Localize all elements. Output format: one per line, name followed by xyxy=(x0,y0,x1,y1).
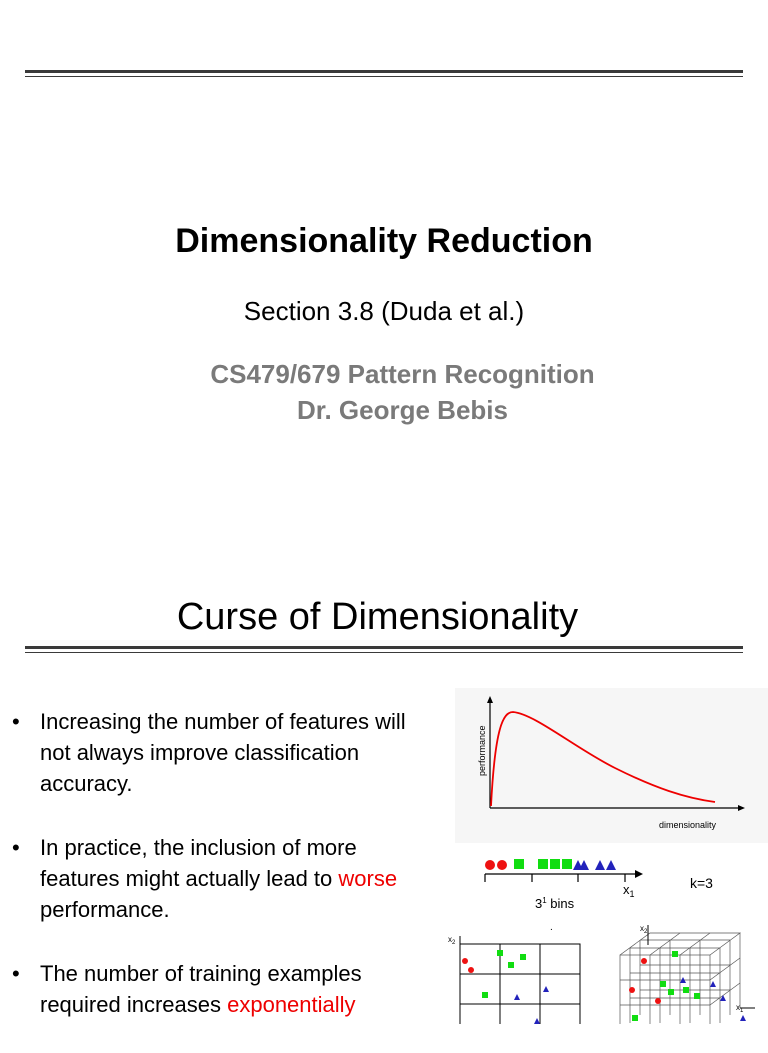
bullet-marker: • xyxy=(12,709,20,734)
green-square xyxy=(562,859,572,869)
top-divider xyxy=(25,70,743,77)
section-title: Curse of Dimensionality xyxy=(176,596,579,638)
bins-label: 31 bins xyxy=(535,896,575,911)
green-square xyxy=(482,992,488,998)
green-square xyxy=(508,962,514,968)
course-info: CS479/679 Pattern Recognition Dr. George… xyxy=(0,356,768,428)
red-dot xyxy=(655,998,661,1004)
blue-triangle xyxy=(514,994,520,1000)
blue-triangle xyxy=(720,995,726,1001)
instructor-name: Dr. George Bebis xyxy=(297,395,508,425)
x1-label: x1 xyxy=(623,882,635,899)
slide-title: Dimensionality Reduction xyxy=(175,222,593,260)
bullet-list: • Increasing the number of features will… xyxy=(8,706,438,1053)
green-square xyxy=(632,1015,638,1021)
red-dot xyxy=(497,860,507,870)
green-square xyxy=(660,981,666,987)
bullet-item: • Increasing the number of features will… xyxy=(8,706,438,799)
grid-2d-border xyxy=(459,943,581,1024)
blue-triangle xyxy=(710,981,716,987)
grid-marker: . xyxy=(550,922,553,933)
red-dot xyxy=(629,987,635,993)
slide-subtitle: Section 3.8 (Duda et al.) xyxy=(243,296,525,326)
green-square xyxy=(514,859,524,869)
x1-arrow xyxy=(635,870,643,878)
bullet-item: • The number of training examples requir… xyxy=(8,958,438,1020)
green-square xyxy=(520,954,526,960)
three-d-grid-figure: x2 x1 xyxy=(619,924,755,1024)
bullet-marker: • xyxy=(12,835,20,860)
bullet-item: • In practice, the inclusion of more fea… xyxy=(8,832,438,925)
blue-triangle xyxy=(534,1018,540,1024)
one-d-bins-figure: x1 k=3 31 bins xyxy=(484,859,713,911)
blue-triangle xyxy=(543,986,549,992)
red-dot xyxy=(485,860,495,870)
x2-label: x2 xyxy=(448,935,456,946)
green-square xyxy=(550,859,560,869)
section-divider xyxy=(25,646,743,653)
blue-triangle xyxy=(579,860,589,870)
cube-grid xyxy=(619,932,742,1024)
green-square xyxy=(538,859,548,869)
x1-label-3d: x1 xyxy=(736,1003,744,1014)
performance-curve xyxy=(490,711,716,807)
performance-chart: performance dimensionality xyxy=(477,696,745,830)
green-square xyxy=(683,987,689,993)
x2-label-3d: x2 xyxy=(640,924,648,935)
k-label: k=3 xyxy=(690,875,713,891)
green-square xyxy=(694,993,700,999)
blue-triangle xyxy=(606,860,616,870)
blue-triangle xyxy=(740,1015,746,1021)
two-d-grid-figure: x2 . xyxy=(448,922,581,1024)
bullet-marker: • xyxy=(12,961,20,986)
blue-triangle xyxy=(595,860,605,870)
perf-x-label: dimensionality xyxy=(659,820,717,830)
bullet-text: Increasing the number of features will n… xyxy=(40,709,406,796)
perf-y-arrow xyxy=(487,696,493,703)
perf-y-label: performance xyxy=(477,725,487,776)
course-name: CS479/679 Pattern Recognition xyxy=(210,359,595,389)
bullet-text: performance. xyxy=(40,897,170,922)
perf-x-arrow xyxy=(738,805,745,811)
green-square xyxy=(497,950,503,956)
bullet-highlight: exponentially xyxy=(227,992,356,1017)
bullet-text: In practice, the inclusion of more featu… xyxy=(40,835,357,891)
bullet-highlight: worse xyxy=(338,866,398,891)
bullet-text: The number of training examples required… xyxy=(40,961,362,1017)
red-dot xyxy=(468,967,474,973)
red-dot xyxy=(641,958,647,964)
green-square xyxy=(668,989,674,995)
green-square xyxy=(672,951,678,957)
red-dot xyxy=(462,958,468,964)
blue-triangle xyxy=(680,977,686,983)
